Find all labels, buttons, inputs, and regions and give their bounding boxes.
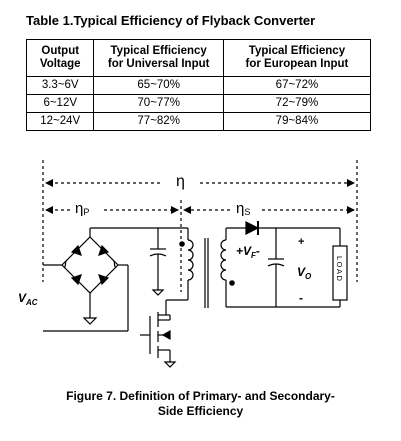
bridge-rectifier [61, 236, 119, 294]
header-output-voltage: Output Voltage [25, 39, 95, 77]
output-minus-label: - [299, 291, 303, 305]
vo-label: VO [297, 265, 312, 281]
secondary-winding [220, 228, 235, 307]
eta-s-label: ηS [236, 200, 250, 217]
output-plus-label: + [298, 236, 304, 248]
eta-label: η [176, 173, 185, 190]
efficiency-table: Output Voltage Typical Efficiency for Univ… [25, 39, 372, 131]
eta-p-label: ηP [75, 200, 89, 217]
cell-european: 72~79% [222, 94, 372, 113]
ground-icon [163, 361, 177, 368]
load-label: LOAD [335, 256, 344, 282]
table-row: 12~24V 77~82% 79~84% [25, 112, 372, 131]
cell-european: 79~84% [222, 112, 372, 131]
table-header-row: Output Voltage Typical Efficiency for Univ… [25, 39, 372, 77]
output-diode [226, 221, 340, 235]
cell-universal: 77~82% [93, 112, 224, 131]
primary-winding [165, 228, 194, 315]
figure-caption: Figure 7. Definition of Primary- and Sec… [66, 389, 335, 403]
cell-universal: 70~77% [93, 94, 224, 113]
input-capacitor [149, 228, 167, 296]
ground-icon [82, 317, 98, 325]
output-capacitor [267, 228, 285, 307]
vac-label: VAC [18, 291, 38, 307]
cell-voltage: 3.3~6V [25, 76, 95, 95]
table-title: Table 1.Typical Efficiency of Flyback Co… [26, 13, 316, 28]
mosfet-switch [140, 312, 177, 368]
header-european-input: Typical Efficiency for European Input [222, 39, 372, 77]
figure-caption-line2: Side Efficiency [157, 404, 244, 418]
table-row: 6~12V 70~77% 72~79% [25, 94, 372, 113]
vf-label: +VF- [236, 244, 260, 260]
ground-icon [151, 289, 165, 296]
cell-voltage: 12~24V [25, 112, 95, 131]
load-resistor [332, 228, 348, 307]
